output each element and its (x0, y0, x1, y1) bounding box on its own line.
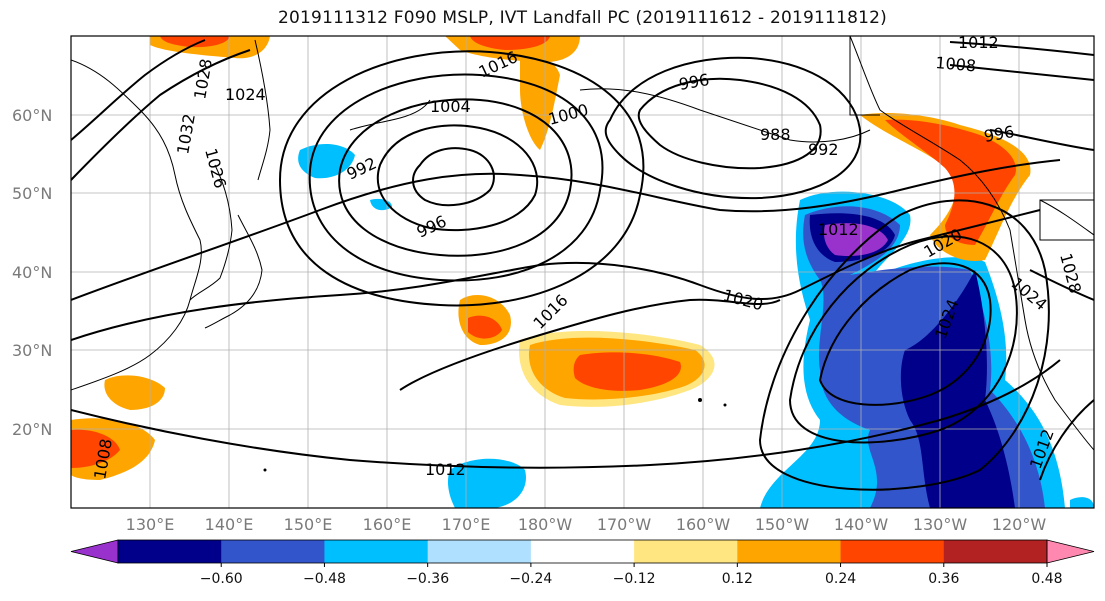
positive-region-north (520, 57, 560, 150)
colorbar-segment (737, 540, 842, 563)
lat-label: 30°N (12, 341, 52, 360)
colorbar-segment (324, 540, 429, 563)
isobar-label: 1024 (225, 85, 266, 104)
colorbar-tick-label: −0.60 (200, 571, 243, 587)
negative-extreme-north (823, 223, 888, 257)
colorbar-segment (427, 540, 532, 563)
border-box (1039, 199, 1094, 241)
longitude-labels: 130°E 140°E 150°E 160°E 170°E 180°W 170°… (126, 515, 1047, 534)
colorbar-tick-label: 0.48 (1031, 571, 1062, 587)
colorbar-segment (530, 540, 635, 563)
colorbar-segment (221, 540, 325, 563)
colorbar-tick-label: −0.12 (613, 571, 656, 587)
latitude-labels: 60°N 50°N 40°N 30°N 20°N (12, 106, 52, 439)
kamchatka-coast (349, 99, 431, 131)
isobar-label: 992 (808, 140, 839, 159)
colorbar-outline (117, 539, 1048, 564)
korea-coast (189, 164, 233, 301)
lon-label: 140°E (205, 515, 254, 534)
colorbar-tick-label: 0.36 (928, 571, 959, 587)
japan-coast (204, 214, 263, 329)
asia-coast (71, 59, 202, 391)
lon-label: 130°W (913, 515, 968, 534)
isobars (71, 39, 1094, 491)
lon-label: 150°W (755, 515, 810, 534)
border-line (849, 36, 880, 116)
isobar-label: 1012 (958, 33, 999, 52)
positive-core-top (470, 36, 550, 50)
colorbar-tick-label: −0.24 (509, 571, 552, 587)
colorbar-extend-min (70, 539, 119, 564)
positive-core-nw (160, 36, 230, 48)
positive-core-alaska (885, 119, 1016, 245)
lon-label: 150°E (284, 515, 333, 534)
isobar-label: 1008 (935, 53, 977, 75)
positive-core-sw (71, 429, 120, 468)
lon-label: 170°W (597, 515, 652, 534)
positive-core-west (468, 315, 502, 339)
isobar-label: 1012 (425, 460, 466, 479)
isobar-label: 1004 (430, 97, 471, 116)
colorbar-tick-label: −0.48 (303, 571, 346, 587)
colorbar-segment (943, 540, 1048, 563)
map-border (70, 35, 1095, 509)
coastlines (71, 36, 1094, 472)
colorbar-segment (118, 540, 222, 563)
alaska-coast (579, 88, 871, 143)
colorbar-tick-label: −0.36 (406, 571, 449, 587)
isobar-label: 988 (760, 125, 791, 144)
negative-region-south (447, 458, 526, 508)
isobar-label: 1012 (818, 220, 859, 239)
lon-label: 160°E (363, 515, 412, 534)
sakhalin-coast (254, 39, 271, 181)
colorbar-segment (634, 540, 738, 563)
lat-label: 40°N (12, 263, 52, 282)
lon-label: 160°W (676, 515, 731, 534)
bc-coast (1039, 199, 1094, 236)
colorbar: −0.60 −0.48 −0.36 −0.24 −0.12 0.12 0.24 0.36 0.4… (70, 539, 1095, 587)
colorbar-tick-label: 0.24 (825, 571, 856, 587)
map-title: 2019111312 F090 MSLP, IVT Landfall PC (2… (278, 8, 887, 28)
map-content: 1012 1008 1016 1028 1024 1032 1026 1004 … (71, 33, 1094, 508)
colorbar-extend-max (1046, 539, 1095, 564)
lon-label: 120°W (992, 515, 1047, 534)
positive-core-central (573, 352, 681, 391)
lon-label: 130°E (126, 515, 175, 534)
lat-label: 60°N (12, 106, 52, 125)
lat-label: 50°N (12, 184, 52, 203)
lon-label: 180°W (518, 515, 573, 534)
lon-label: 170°E (442, 515, 491, 534)
colorbar-segment (840, 540, 945, 563)
colorbar-tick-label: 0.12 (722, 571, 753, 587)
lat-label: 20°N (12, 420, 52, 439)
lon-label: 140°W (834, 515, 889, 534)
north-america-coast (849, 36, 1094, 451)
negative-spot-se (1070, 497, 1094, 508)
negative-core-south (900, 270, 1015, 508)
